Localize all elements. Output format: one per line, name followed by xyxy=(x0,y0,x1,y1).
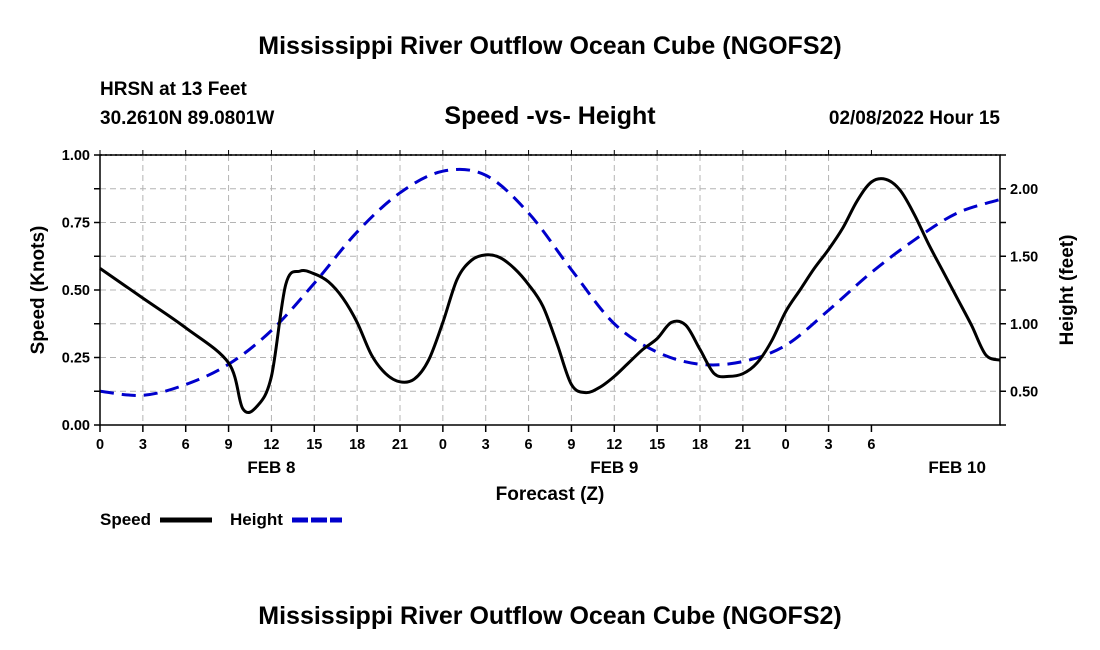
x-tick-label: 0 xyxy=(96,437,104,453)
y-right-tick-label: 1.00 xyxy=(1010,317,1038,333)
x-tick-label: 18 xyxy=(349,437,365,453)
x-tick-label: 6 xyxy=(182,437,190,453)
grid xyxy=(100,155,1000,425)
x-tick-label: 3 xyxy=(825,437,833,453)
series-line-speed xyxy=(99,177,1001,415)
station-name: HRSN at 13 Feet xyxy=(100,79,247,100)
x-tick-label: 12 xyxy=(263,437,279,453)
y-left-tick-label: 0.25 xyxy=(62,351,90,367)
footer-title: Mississippi River Outflow Ocean Cube (NG… xyxy=(258,602,841,630)
x-date-label: FEB 10 xyxy=(928,458,986,477)
legend-label-speed: Speed xyxy=(100,510,151,529)
x-tick-label: 9 xyxy=(225,437,233,453)
y-right-tick-label: 0.50 xyxy=(1010,384,1038,400)
x-tick-label: 6 xyxy=(525,437,533,453)
x-tick-label: 12 xyxy=(606,437,622,453)
legend-label-height: Height xyxy=(230,510,283,529)
x-date-label: FEB 9 xyxy=(590,458,638,477)
series-line-height xyxy=(99,167,1001,397)
x-tick-label: 15 xyxy=(649,437,665,453)
x-tick-label: 21 xyxy=(392,437,408,453)
page-title: Mississippi River Outflow Ocean Cube (NG… xyxy=(258,32,841,60)
y-left-tick-label: 1.00 xyxy=(62,148,90,164)
y-right-tick-label: 2.00 xyxy=(1010,182,1038,198)
x-tick-label: 6 xyxy=(867,437,875,453)
y-left-tick-label: 0.00 xyxy=(62,418,90,434)
y-axis-right-title: Height (feet) xyxy=(1057,235,1078,346)
x-tick-label: 15 xyxy=(306,437,322,453)
y-left-tick-label: 0.75 xyxy=(62,216,90,232)
x-axis-title: Forecast (Z) xyxy=(496,484,605,505)
y-axis-left-title: Speed (Knots) xyxy=(28,226,49,355)
legend: Speed Height xyxy=(100,510,342,529)
chart-title: Speed -vs- Height xyxy=(444,102,656,130)
x-tick-label: 0 xyxy=(782,437,790,453)
station-coords: 30.2610N 89.0801W xyxy=(100,108,274,129)
y-left-tick-label: 0.50 xyxy=(62,283,90,299)
x-tick-label: 9 xyxy=(567,437,575,453)
x-tick-label: 3 xyxy=(482,437,490,453)
y-right-tick-label: 1.50 xyxy=(1010,249,1038,265)
x-tick-label: 21 xyxy=(735,437,751,453)
x-tick-label: 3 xyxy=(139,437,147,453)
x-tick-label: 18 xyxy=(692,437,708,453)
forecast-timestamp: 02/08/2022 Hour 15 xyxy=(829,108,1001,129)
plot-series xyxy=(99,167,1001,415)
axes: 0 3 6 9 12 15 18 21 0 3 6 9 12 15 18 21 0 3 6 FEB 8 FEB 9 FEB… xyxy=(62,148,1038,477)
x-tick-label: 0 xyxy=(439,437,447,453)
x-date-label: FEB 8 xyxy=(247,458,295,477)
